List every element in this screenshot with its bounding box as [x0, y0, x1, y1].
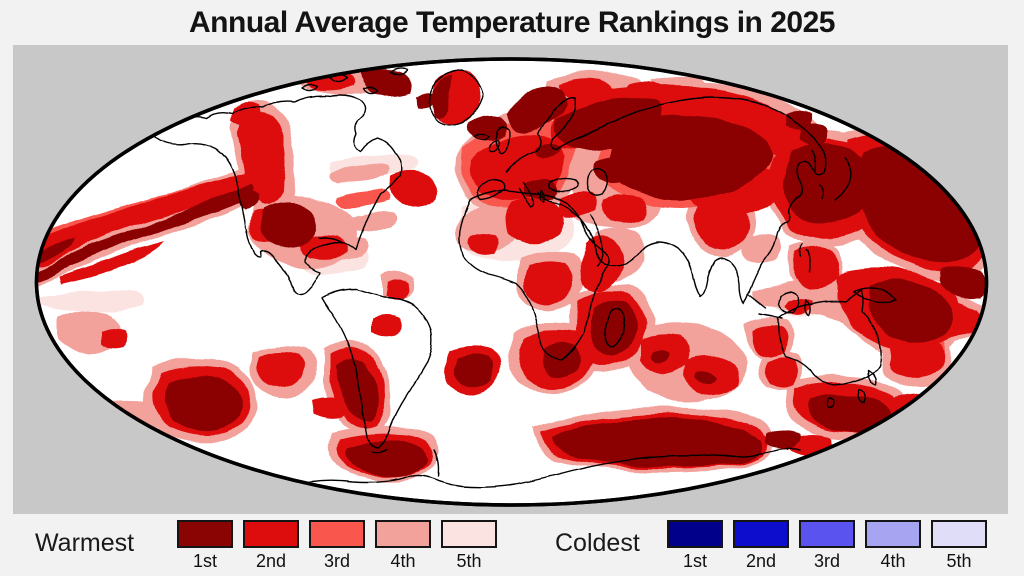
coast-antarctica: [291, 448, 801, 488]
coast-korea: [819, 183, 825, 199]
coast-new-guinea: [853, 287, 897, 303]
coast-africa: [458, 189, 610, 361]
globe-outline: [34, 57, 989, 507]
globe-contents: [36, 62, 987, 488]
coast-britain: [494, 126, 511, 155]
coast-red-sea: [589, 213, 604, 267]
temperature-anomaly-patches: [36, 62, 987, 481]
coast-australia: [777, 289, 883, 387]
coast-iceland: [473, 132, 489, 141]
coast-antarctic-peninsula: [433, 449, 440, 477]
coast-sakhalin: [811, 149, 817, 173]
coast-borneo: [777, 291, 800, 314]
coast-ireland: [488, 139, 500, 153]
coast-new-zealand: [857, 369, 878, 403]
coast-black-sea: [548, 177, 580, 193]
coast-cuba: [317, 236, 343, 243]
page-title: Annual Average Temperature Rankings in 2…: [189, 6, 835, 39]
patches-warm-1st: [36, 69, 986, 476]
coast-eurasia: [505, 96, 828, 305]
coast-philippines: [798, 243, 812, 273]
coast-madagascar: [604, 308, 626, 348]
coast-north-america: [149, 94, 403, 295]
coast-iberia: [477, 178, 505, 201]
coastlines: [129, 67, 897, 488]
coast-japan: [834, 157, 852, 201]
coast-greece: [539, 189, 546, 203]
coast-italy: [517, 181, 535, 209]
coast-arctic-islands: [301, 67, 409, 94]
coast-caspian-sea: [586, 167, 609, 196]
coast-greenland: [429, 69, 484, 127]
coast-tasmania: [826, 397, 836, 408]
coast-south-america: [321, 288, 433, 449]
coast-tierra-del-fuego: [371, 449, 387, 454]
